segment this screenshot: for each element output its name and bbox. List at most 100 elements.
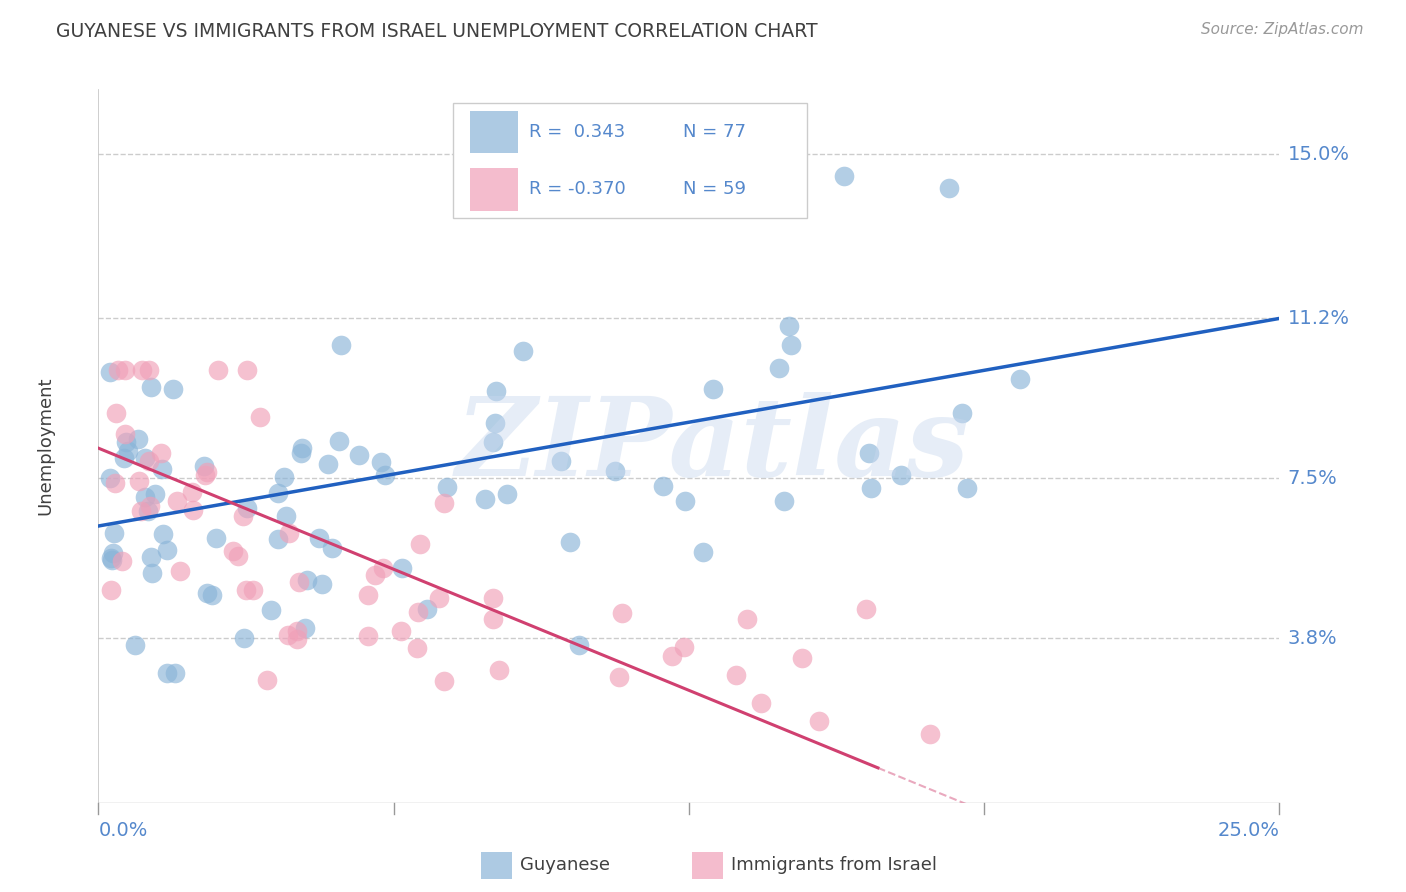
Point bbox=[702, 382, 724, 396]
Point bbox=[150, 446, 173, 460]
Point bbox=[134, 490, 156, 504]
Point bbox=[481, 612, 503, 626]
Point bbox=[858, 446, 880, 460]
Point bbox=[294, 621, 316, 635]
Point bbox=[127, 432, 149, 446]
Point bbox=[474, 492, 496, 507]
Point bbox=[481, 435, 503, 450]
Point bbox=[128, 475, 150, 489]
Point bbox=[607, 670, 630, 684]
Point bbox=[1008, 372, 1031, 386]
Point bbox=[277, 628, 299, 642]
Text: Immigrants from Israel: Immigrants from Israel bbox=[731, 856, 938, 874]
Point bbox=[415, 602, 437, 616]
Point bbox=[232, 509, 254, 524]
Point bbox=[363, 568, 385, 582]
Point bbox=[156, 666, 179, 681]
Point bbox=[436, 479, 458, 493]
Point bbox=[285, 624, 308, 639]
Point bbox=[98, 470, 121, 484]
Point bbox=[768, 361, 790, 376]
Point bbox=[181, 503, 204, 517]
Point bbox=[433, 496, 456, 510]
Text: R = -0.370: R = -0.370 bbox=[530, 180, 626, 198]
Point bbox=[855, 601, 877, 615]
Text: N = 77: N = 77 bbox=[683, 123, 747, 141]
Point bbox=[181, 484, 204, 499]
Point bbox=[808, 714, 831, 728]
Point bbox=[204, 531, 226, 545]
Text: N = 59: N = 59 bbox=[683, 180, 747, 198]
Point bbox=[749, 696, 772, 710]
Point bbox=[790, 651, 813, 665]
Point bbox=[318, 457, 340, 471]
Point bbox=[724, 668, 747, 682]
Text: 7.5%: 7.5% bbox=[1288, 469, 1337, 488]
Point bbox=[134, 451, 156, 466]
Point bbox=[433, 674, 456, 689]
Point bbox=[103, 525, 125, 540]
Point bbox=[236, 500, 259, 515]
Point bbox=[860, 481, 883, 495]
Point bbox=[349, 448, 371, 462]
Point bbox=[101, 546, 124, 560]
Point bbox=[150, 462, 173, 476]
Point bbox=[374, 468, 396, 483]
Point bbox=[141, 380, 163, 394]
Point bbox=[371, 561, 394, 575]
Text: GUYANESE VS IMMIGRANTS FROM ISRAEL UNEMPLOYMENT CORRELATION CHART: GUYANESE VS IMMIGRANTS FROM ISRAEL UNEMP… bbox=[56, 22, 818, 41]
Point bbox=[242, 583, 264, 598]
Point bbox=[661, 649, 683, 664]
Point bbox=[735, 611, 758, 625]
Point bbox=[193, 459, 215, 474]
Point bbox=[201, 588, 224, 602]
Point bbox=[111, 553, 134, 567]
Point bbox=[141, 566, 163, 581]
Point bbox=[288, 575, 311, 590]
Point bbox=[274, 509, 297, 524]
Point bbox=[778, 319, 800, 334]
Point bbox=[291, 441, 314, 455]
Point bbox=[568, 638, 591, 652]
Text: R =  0.343: R = 0.343 bbox=[530, 123, 626, 141]
Point bbox=[938, 181, 960, 195]
Point bbox=[673, 494, 696, 508]
Bar bbox=[471, 168, 517, 211]
Point bbox=[138, 453, 160, 467]
Point bbox=[232, 632, 254, 646]
Point bbox=[112, 451, 135, 466]
Text: 15.0%: 15.0% bbox=[1288, 145, 1350, 163]
Point bbox=[139, 550, 162, 565]
Text: Guyanese: Guyanese bbox=[520, 856, 610, 874]
Point bbox=[290, 445, 312, 459]
Point bbox=[266, 485, 288, 500]
Point bbox=[236, 363, 259, 377]
Point bbox=[207, 363, 229, 377]
Point bbox=[131, 363, 153, 377]
Point bbox=[100, 582, 122, 597]
Text: 25.0%: 25.0% bbox=[1218, 821, 1279, 839]
Point bbox=[260, 603, 283, 617]
Point bbox=[603, 464, 626, 478]
Point bbox=[285, 632, 308, 646]
Point bbox=[222, 544, 245, 558]
Point bbox=[267, 533, 290, 547]
Point bbox=[357, 588, 380, 602]
Point bbox=[890, 467, 912, 482]
Point bbox=[117, 443, 139, 458]
Point bbox=[105, 406, 128, 420]
Text: 11.2%: 11.2% bbox=[1288, 309, 1350, 328]
Point bbox=[297, 573, 319, 587]
Point bbox=[955, 481, 977, 495]
Point bbox=[169, 564, 191, 578]
Point bbox=[550, 453, 572, 467]
Point bbox=[100, 364, 122, 378]
Point bbox=[162, 382, 184, 396]
Point bbox=[194, 468, 217, 483]
Point bbox=[406, 640, 429, 655]
Point bbox=[114, 426, 136, 441]
Point bbox=[156, 543, 179, 558]
Text: 3.8%: 3.8% bbox=[1288, 629, 1337, 648]
Point bbox=[195, 465, 218, 479]
Point bbox=[780, 338, 803, 352]
